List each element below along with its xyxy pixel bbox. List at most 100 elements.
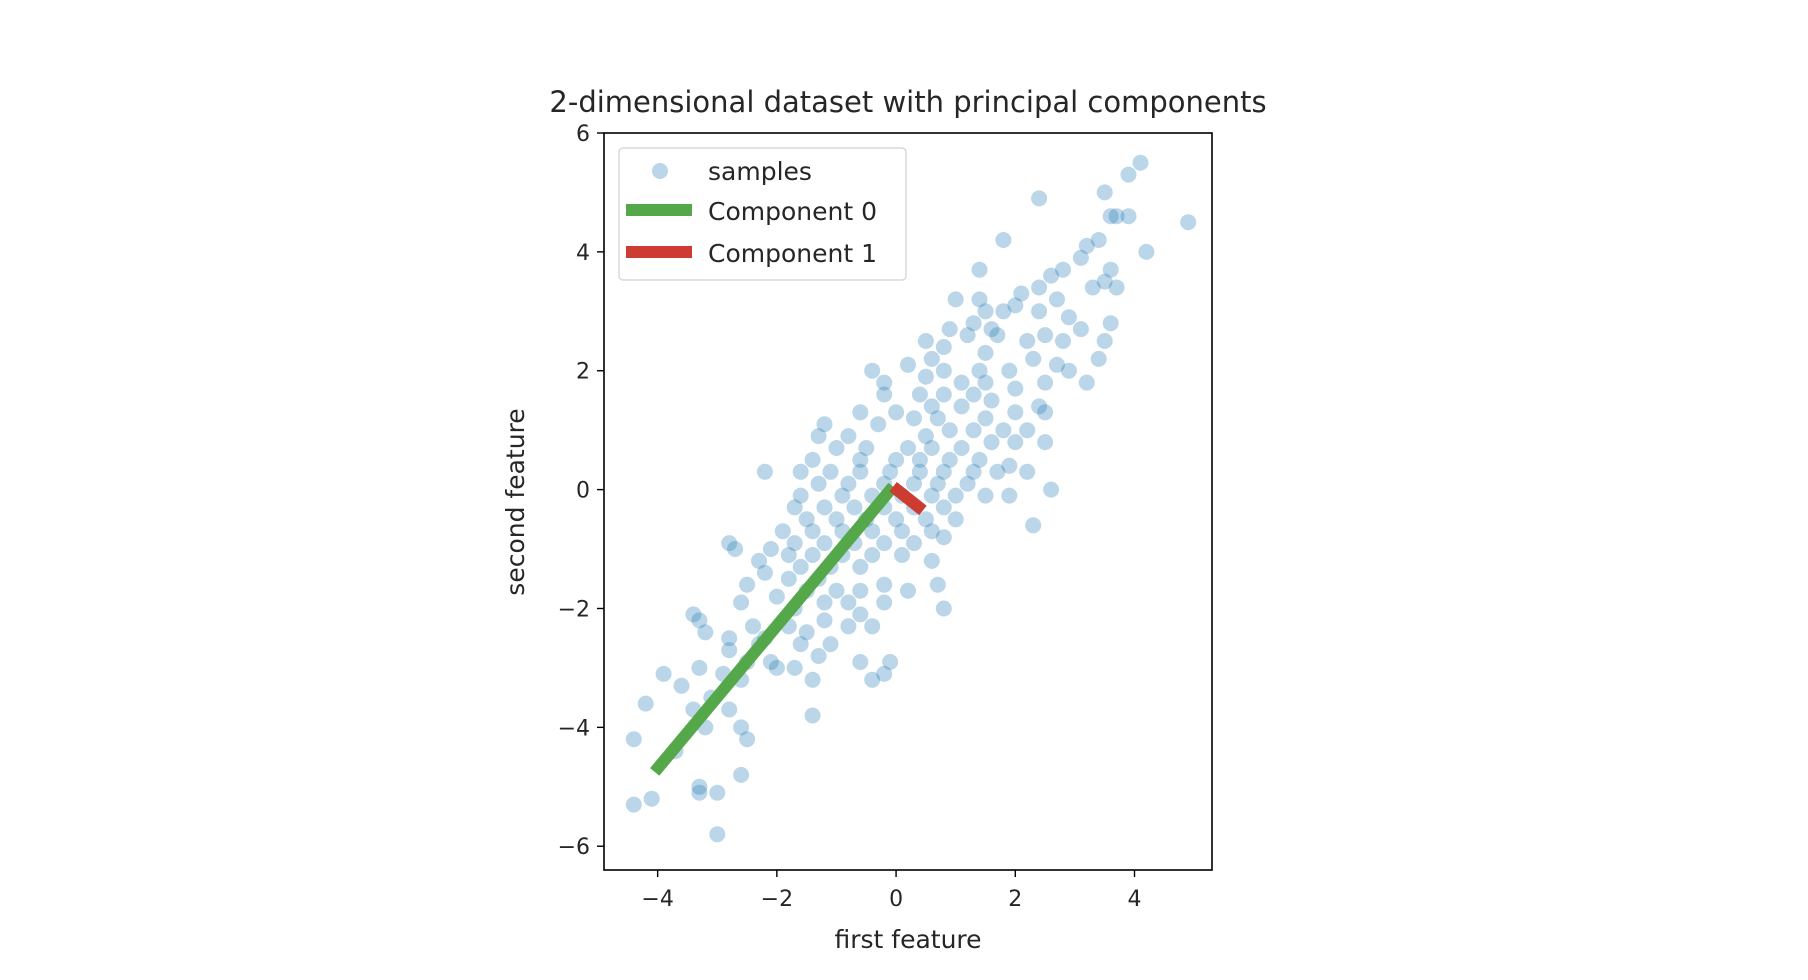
sample-point xyxy=(1019,333,1036,349)
y-tick-label: 0 xyxy=(576,479,590,504)
sample-point xyxy=(691,778,708,795)
sample-point xyxy=(1060,309,1077,326)
sample-point xyxy=(906,410,922,427)
component-0-line xyxy=(650,482,898,776)
sample-point xyxy=(882,654,899,670)
sample-point xyxy=(900,356,916,373)
sample-point xyxy=(828,511,845,528)
sample-point xyxy=(846,499,863,516)
sample-point xyxy=(965,315,982,332)
sample-point xyxy=(1031,303,1048,320)
sample-point xyxy=(685,606,702,623)
sample-point xyxy=(786,499,803,516)
sample-point xyxy=(1072,321,1089,338)
x-tick-label: 2 xyxy=(1008,887,1022,912)
sample-point xyxy=(816,416,833,433)
sample-point xyxy=(786,535,803,552)
sample-point xyxy=(959,475,976,492)
sample-point xyxy=(894,523,910,540)
sample-point xyxy=(995,422,1012,439)
sample-point xyxy=(804,523,821,540)
sample-point xyxy=(637,695,654,712)
sample-point xyxy=(935,529,952,546)
sample-point xyxy=(1037,434,1054,451)
sample-point xyxy=(876,594,893,611)
sample-point xyxy=(786,659,803,676)
sample-point xyxy=(1043,267,1060,284)
sample-point xyxy=(691,659,708,676)
sample-point xyxy=(840,594,857,611)
sample-point xyxy=(864,671,881,688)
sample-point xyxy=(852,582,869,599)
sample-point xyxy=(953,440,970,456)
sample-point xyxy=(941,321,958,338)
sample-point xyxy=(995,303,1012,320)
sample-point xyxy=(1078,374,1095,391)
sample-point xyxy=(733,766,750,783)
sample-point xyxy=(1090,350,1107,367)
sample-point xyxy=(870,416,887,433)
sample-point xyxy=(828,582,845,599)
sample-point xyxy=(1025,517,1042,534)
sample-point xyxy=(935,339,952,355)
sample-point xyxy=(1108,208,1125,225)
sample-point xyxy=(816,612,833,629)
sample-point xyxy=(929,576,946,593)
sample-point xyxy=(959,327,976,344)
sample-point xyxy=(917,368,934,385)
sample-point xyxy=(691,784,708,801)
sample-point xyxy=(1001,457,1018,474)
sample-point xyxy=(983,434,1000,451)
sample-point xyxy=(965,422,982,439)
sample-point xyxy=(691,612,708,629)
sample-point xyxy=(911,463,928,480)
sample-point xyxy=(923,523,940,540)
x-tick-label: −2 xyxy=(761,887,793,912)
sample-point xyxy=(739,576,756,593)
sample-point xyxy=(935,600,952,617)
sample-point xyxy=(977,487,994,504)
sample-point xyxy=(935,386,952,403)
sample-point xyxy=(876,374,893,391)
sample-point xyxy=(1138,243,1155,260)
sample-point xyxy=(965,386,982,403)
sample-point xyxy=(888,404,905,421)
x-tick-label: 0 xyxy=(889,887,903,912)
sample-point xyxy=(733,594,750,611)
sample-point xyxy=(1102,208,1119,225)
sample-point xyxy=(917,511,934,528)
sample-point xyxy=(1019,422,1036,439)
sample-point xyxy=(971,362,988,379)
sample-point xyxy=(917,333,934,349)
sample-point xyxy=(1031,190,1048,207)
sample-point xyxy=(804,451,821,468)
sample-point xyxy=(655,665,672,682)
sample-point xyxy=(625,731,642,748)
sample-point xyxy=(852,463,869,480)
sample-point xyxy=(756,463,773,480)
sample-point xyxy=(798,624,815,641)
sample-point xyxy=(911,386,928,403)
sample-point xyxy=(947,511,964,528)
sample-point xyxy=(721,535,738,552)
y-tick-label: −2 xyxy=(558,597,590,622)
sample-point xyxy=(852,606,869,623)
sample-point xyxy=(1078,237,1095,254)
sample-point xyxy=(852,451,869,468)
sample-point xyxy=(953,374,970,391)
sample-point xyxy=(858,440,875,456)
sample-point xyxy=(900,440,916,456)
y-tick-label: 2 xyxy=(576,360,590,385)
sample-point xyxy=(882,463,899,480)
legend-component-1-label: Component 1 xyxy=(708,239,877,268)
component-1-line xyxy=(889,481,927,516)
sample-point xyxy=(941,422,958,439)
sample-point xyxy=(816,535,833,552)
sample-point xyxy=(1084,279,1101,296)
samples-series xyxy=(625,154,1197,843)
sample-point xyxy=(721,642,738,659)
sample-point xyxy=(625,796,642,813)
sample-point xyxy=(780,570,797,587)
sample-point xyxy=(983,321,1000,338)
